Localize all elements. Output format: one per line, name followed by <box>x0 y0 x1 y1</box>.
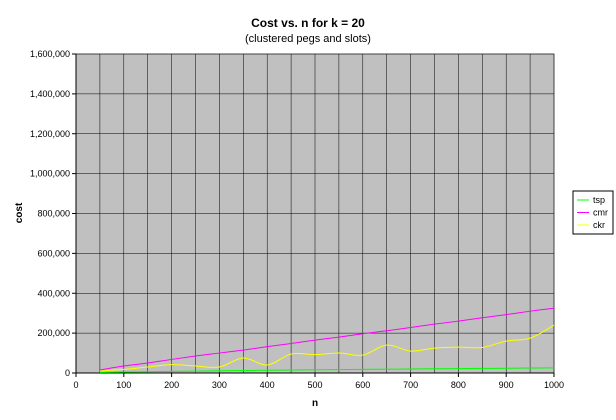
y-tick-label: 1,400,000 <box>30 89 70 99</box>
x-axis-ticks: 0 100 200 300 400 500 600 700 800 900 1000 <box>73 373 564 390</box>
x-tick-label: 600 <box>355 380 370 390</box>
legend: tsp cmr ckr <box>572 190 614 235</box>
x-tick-label: 400 <box>260 380 275 390</box>
y-tick-label: 1,200,000 <box>30 129 70 139</box>
legend-label-ckr: ckr <box>593 220 605 230</box>
x-tick-label: 1000 <box>544 380 564 390</box>
legend-label-cmr: cmr <box>593 208 608 218</box>
y-tick-label: 400,000 <box>37 288 70 298</box>
y-tick-label: 1,600,000 <box>30 49 70 59</box>
y-axis-ticks: 0 200,000 400,000 600,000 800,000 1,000,000 1,… <box>30 49 76 378</box>
x-tick-label: 300 <box>212 380 227 390</box>
chart-subtitle: (clustered pegs and slots) <box>245 33 371 45</box>
x-axis-label: n <box>312 398 318 409</box>
grid <box>75 53 555 374</box>
series-lines <box>99 307 555 373</box>
x-tick-label: 200 <box>164 380 179 390</box>
y-tick-label: 200,000 <box>37 328 70 338</box>
series-line-tsp <box>99 367 555 373</box>
series-line-ckr <box>99 324 555 372</box>
y-tick-label: 0 <box>65 368 70 378</box>
y-tick-label: 600,000 <box>37 248 70 258</box>
x-tick-label: 900 <box>499 380 514 390</box>
x-tick-label: 800 <box>451 380 466 390</box>
x-tick-label: 100 <box>116 380 131 390</box>
x-tick-label: 500 <box>307 380 322 390</box>
series-line-cmr <box>99 307 555 371</box>
y-tick-label: 800,000 <box>37 209 70 219</box>
y-tick-label: 1,000,000 <box>30 169 70 179</box>
chart-title: Cost vs. n for k = 20 <box>251 16 365 30</box>
x-tick-label: 0 <box>73 380 78 390</box>
legend-label-tsp: tsp <box>593 195 605 205</box>
y-axis-label: cost <box>14 202 25 223</box>
x-tick-label: 700 <box>403 380 418 390</box>
